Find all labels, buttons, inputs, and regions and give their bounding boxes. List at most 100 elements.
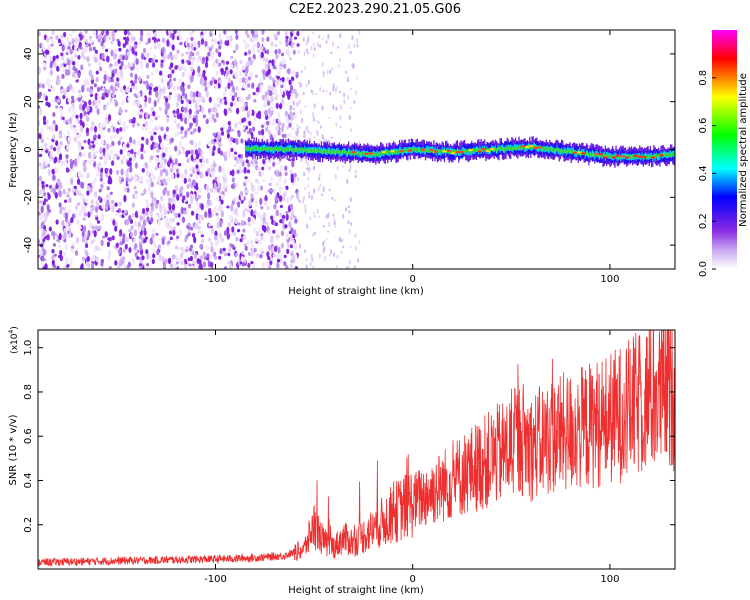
heatmap-cell [63, 134, 67, 139]
heatmap-cell [246, 61, 250, 67]
heatmap-cell [353, 100, 356, 104]
heatmap-cell [50, 60, 54, 66]
heatmap-cell [44, 95, 49, 102]
heatmap-cell [226, 232, 230, 240]
heatmap-cell [332, 40, 335, 47]
heatmap-cell [195, 164, 199, 170]
heatmap-cell [227, 121, 231, 126]
heatmap-cell [84, 39, 89, 43]
heatmap-cell [334, 225, 337, 229]
heatmap-cell [280, 146, 282, 151]
heatmap-cell [45, 124, 49, 130]
heatmap-cell [134, 85, 138, 91]
heatmap-cell [119, 259, 123, 267]
heatmap-cell [287, 92, 291, 100]
heatmap-cell [215, 70, 219, 77]
heatmap-cell [291, 239, 295, 246]
heatmap-cell [88, 151, 92, 159]
heatmap-cell [589, 153, 591, 157]
heatmap-cell [222, 172, 227, 179]
heatmap-cell [279, 103, 283, 110]
heatmap-cell [666, 152, 668, 157]
heatmap-cell [210, 242, 214, 246]
heatmap-cell [616, 154, 621, 157]
heatmap-cell [176, 123, 180, 128]
heatmap-cell [161, 46, 165, 54]
heatmap-cell [604, 153, 607, 157]
heatmap-cell [139, 243, 143, 251]
heatmap-cell [184, 261, 188, 265]
heatmap-cell [235, 213, 239, 217]
heatmap-cell [53, 147, 57, 152]
heatmap-cell [264, 146, 266, 151]
heatmap-cell [216, 221, 220, 229]
heatmap-cell [325, 214, 328, 219]
heatmap-cell [107, 75, 111, 83]
heatmap-cell [113, 48, 118, 54]
heatmap-cell [231, 244, 235, 249]
heatmap-cell [212, 132, 216, 137]
heatmap-cell [347, 205, 350, 209]
heatmap-cell [161, 37, 165, 44]
heatmap-cell [230, 136, 234, 141]
heatmap-cell [41, 181, 45, 185]
heatmap-cell [60, 162, 64, 167]
snr-y-ticks: 0.20.40.60.81.0 [23, 340, 675, 533]
heatmap-cell [295, 131, 298, 137]
heatmap-cell [637, 155, 643, 158]
heatmap-cell [232, 50, 236, 54]
heatmap-cell [134, 190, 138, 195]
heatmap-cell [71, 87, 75, 94]
heatmap-cell [103, 197, 107, 203]
heatmap-cell [152, 175, 156, 180]
heatmap-cell [380, 152, 382, 159]
heatmap-cell [279, 204, 283, 209]
heatmap-cell [189, 173, 193, 178]
heatmap-cell [611, 156, 617, 159]
heatmap-cell [101, 203, 105, 210]
heatmap-cell [171, 209, 175, 214]
heatmap-cell [126, 168, 130, 172]
heatmap-cell [116, 156, 120, 160]
heatmap-cell [39, 164, 43, 170]
heatmap-cell [150, 106, 154, 112]
heatmap-cell [195, 185, 199, 191]
heatmap-cell [353, 151, 356, 156]
heatmap-cell [99, 156, 103, 160]
heatmap-cell [122, 155, 127, 160]
heatmap-cell [155, 156, 159, 164]
heatmap-cell [244, 52, 248, 56]
heatmap-cell [326, 149, 328, 153]
heatmap-cell [223, 30, 227, 35]
heatmap-cell [174, 132, 178, 137]
heatmap-cell [218, 62, 222, 67]
heatmap-cell [136, 103, 140, 108]
heatmap-cell [342, 245, 345, 249]
heatmap-cell [77, 202, 81, 206]
heatmap-cell [129, 33, 133, 37]
heatmap-cell [247, 208, 251, 214]
heatmap-cell [134, 210, 138, 218]
heatmap-cell [361, 151, 363, 158]
heatmap-cell [180, 99, 184, 105]
heatmap-cell [81, 256, 85, 261]
heatmap-cell [83, 165, 87, 173]
heatmap-cell [154, 68, 159, 73]
heatmap-cell [436, 148, 439, 152]
heatmap-cell [274, 245, 278, 253]
heatmap-cell [264, 109, 268, 117]
x-tick-label: 0 [410, 574, 416, 585]
heatmap-cell [154, 45, 158, 50]
heatmap-cell [223, 182, 227, 186]
heatmap-cell [285, 147, 287, 151]
heatmap-cell [342, 214, 345, 219]
heatmap-cell [209, 80, 213, 86]
heatmap-cell [230, 184, 235, 189]
heatmap-cell [216, 217, 221, 222]
heatmap-cell [200, 149, 204, 156]
heatmap-cell [189, 31, 193, 37]
heatmap-cell [318, 148, 320, 152]
heatmap-cell [339, 125, 342, 129]
heatmap-cell [270, 85, 275, 91]
heatmap-cell [268, 182, 272, 187]
